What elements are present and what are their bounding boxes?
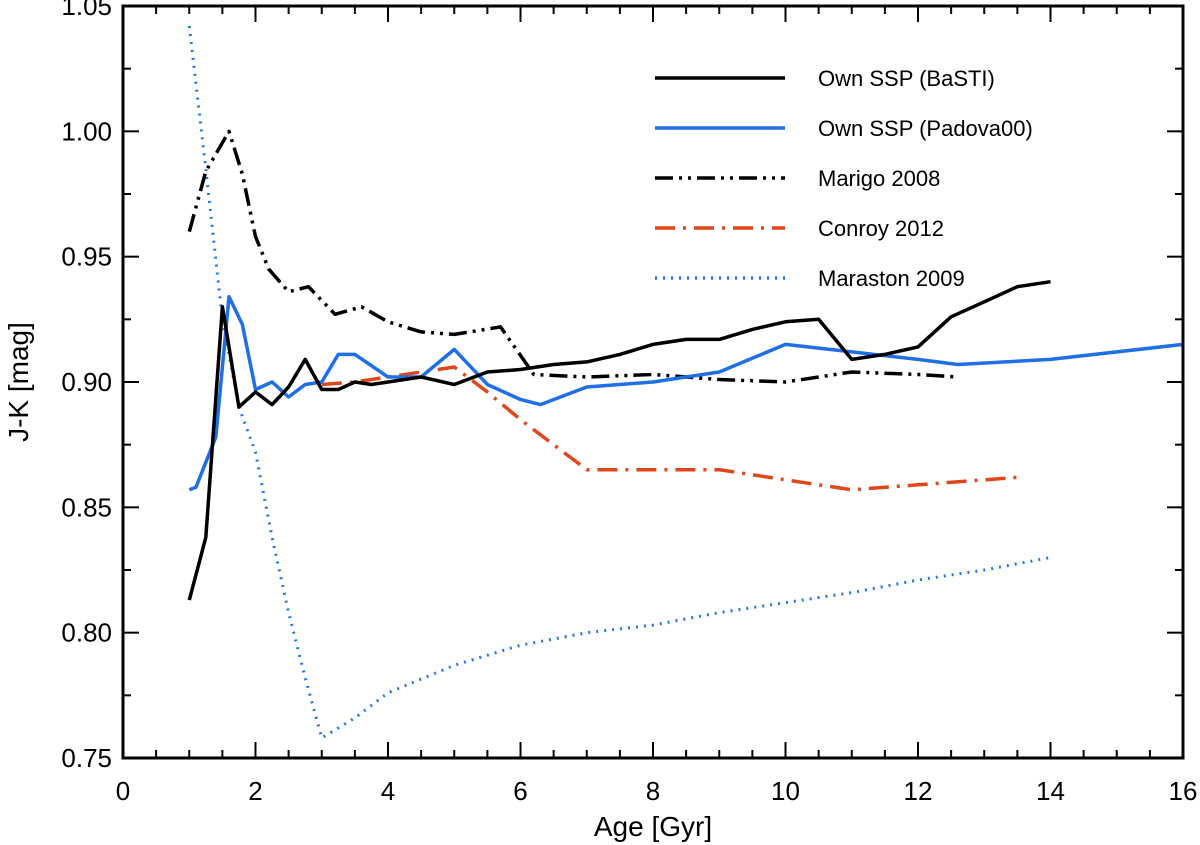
y-tick-label: 1.05 [61,0,112,21]
x-tick-label: 0 [116,776,130,806]
y-axis-title: J-K [mag] [3,322,34,442]
legend: Own SSP (BaSTI) Own SSP (Padova00) Marigo … [655,66,1033,291]
legend-label: Marigo 2008 [818,166,940,191]
x-tick-label: 6 [513,776,527,806]
series-line-marigo-2008 [187,129,958,384]
x-tick-label: 16 [1169,776,1198,806]
y-tick-label: 0.85 [61,492,112,522]
series-line-conroy-2012 [321,365,1018,492]
y-tick-label: 0.75 [61,743,112,773]
x-tick-label: 4 [381,776,395,806]
legend-label: Own SSP (Padova00) [818,116,1033,141]
legend-label: Conroy 2012 [818,216,944,241]
legend-label: Maraston 2009 [818,266,965,291]
tick-labels-group: 0 2 4 6 8 10 12 14 16 0.75 0.80 0.85 0.90 0.95 1.00 1.0… [61,0,1197,806]
series-line-own-ssp-padova00 [188,295,1184,492]
x-tick-label: 12 [904,776,933,806]
x-axis-title: Age [Gyr] [594,811,712,842]
x-tick-label: 10 [771,776,800,806]
y-tick-label: 0.90 [61,367,112,397]
x-tick-label: 2 [248,776,262,806]
y-tick-label: 0.95 [61,242,112,272]
y-tick-label: 1.00 [61,116,112,146]
series-line-maraston-2009 [187,25,1051,740]
plot-frame [121,4,1185,760]
legend-label: Own SSP (BaSTI) [818,66,995,91]
series-line-own-ssp-basti [187,279,1051,601]
y-tick-label: 0.80 [61,618,112,648]
series-group [187,25,1184,740]
x-tick-label: 8 [646,776,660,806]
x-tick-label: 14 [1036,776,1065,806]
